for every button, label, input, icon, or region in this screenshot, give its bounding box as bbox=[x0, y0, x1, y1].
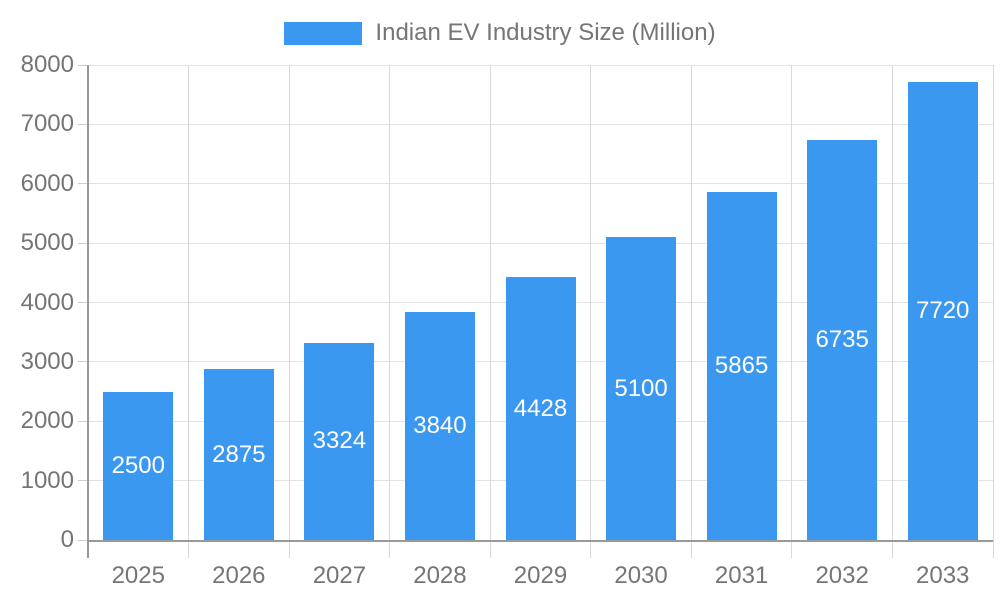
y-axis-label: 2000 bbox=[20, 407, 74, 435]
legend[interactable]: Indian EV Industry Size (Million) bbox=[0, 19, 1000, 46]
y-gridline bbox=[88, 242, 993, 244]
y-gridline bbox=[88, 183, 993, 185]
x-axis-label: 2032 bbox=[815, 562, 869, 589]
y-axis-tick bbox=[78, 480, 88, 482]
y-axis-tick bbox=[78, 539, 88, 541]
bar[interactable]: 4428 bbox=[505, 277, 576, 540]
x-axis-label: 2025 bbox=[111, 562, 165, 589]
bar-value-label: 4428 bbox=[513, 394, 568, 422]
x-axis-label: 2033 bbox=[916, 562, 970, 589]
bar[interactable]: 2875 bbox=[203, 369, 274, 540]
y-axis-label: 4000 bbox=[20, 288, 74, 316]
y-axis-label: 6000 bbox=[20, 169, 74, 197]
y-axis-line bbox=[87, 65, 89, 558]
bar[interactable]: 6735 bbox=[807, 140, 878, 540]
y-axis-label: 0 bbox=[60, 526, 74, 553]
x-gridline bbox=[690, 65, 692, 558]
x-axis-label: 2031 bbox=[714, 562, 769, 589]
x-axis-label: 2030 bbox=[614, 562, 668, 589]
bar-value-label: 3840 bbox=[413, 412, 467, 439]
y-axis-label: 3000 bbox=[20, 347, 74, 375]
x-gridline bbox=[489, 65, 491, 558]
bar[interactable]: 2500 bbox=[103, 391, 174, 540]
x-gridline bbox=[992, 65, 994, 558]
y-axis-tick bbox=[78, 302, 88, 303]
x-gridline bbox=[389, 65, 391, 558]
x-gridline bbox=[188, 65, 190, 558]
x-gridline bbox=[590, 65, 592, 558]
bar-value-label: 7720 bbox=[916, 296, 970, 324]
x-axis-label: 2028 bbox=[413, 562, 467, 589]
x-axis-label: 2027 bbox=[312, 562, 367, 589]
x-gridline bbox=[891, 65, 893, 558]
bar-value-label: 5100 bbox=[614, 374, 668, 402]
y-axis-tick bbox=[78, 420, 88, 422]
bar-value-label: 5865 bbox=[714, 351, 769, 379]
y-axis-tick bbox=[78, 64, 88, 66]
bar-value-label: 3324 bbox=[312, 427, 367, 455]
y-axis-label: 8000 bbox=[20, 51, 74, 78]
y-gridline bbox=[88, 64, 993, 66]
bar-value-label: 6735 bbox=[815, 326, 869, 354]
legend-label: Indian EV Industry Size (Million) bbox=[375, 19, 716, 46]
y-gridline bbox=[88, 123, 993, 125]
bar[interactable]: 3840 bbox=[404, 312, 475, 540]
y-axis-label: 7000 bbox=[20, 110, 74, 138]
x-axis-label: 2029 bbox=[513, 562, 568, 589]
y-axis-label: 1000 bbox=[20, 466, 74, 494]
bar[interactable]: 7720 bbox=[907, 81, 978, 540]
legend-swatch bbox=[284, 21, 363, 45]
y-axis-tick bbox=[78, 361, 88, 363]
x-gridline bbox=[288, 65, 290, 558]
y-axis-tick bbox=[78, 242, 88, 244]
bar[interactable]: 5865 bbox=[706, 191, 777, 540]
y-axis-tick bbox=[78, 183, 88, 185]
bar[interactable]: 3324 bbox=[304, 342, 375, 540]
x-axis-line bbox=[88, 540, 993, 542]
bar[interactable]: 5100 bbox=[606, 237, 677, 540]
bar-value-label: 2500 bbox=[111, 451, 165, 479]
x-axis-label: 2026 bbox=[212, 562, 266, 589]
x-gridline bbox=[791, 65, 793, 558]
y-axis-label: 5000 bbox=[20, 229, 74, 257]
bar-value-label: 2875 bbox=[212, 440, 266, 468]
y-axis-tick bbox=[78, 123, 88, 125]
